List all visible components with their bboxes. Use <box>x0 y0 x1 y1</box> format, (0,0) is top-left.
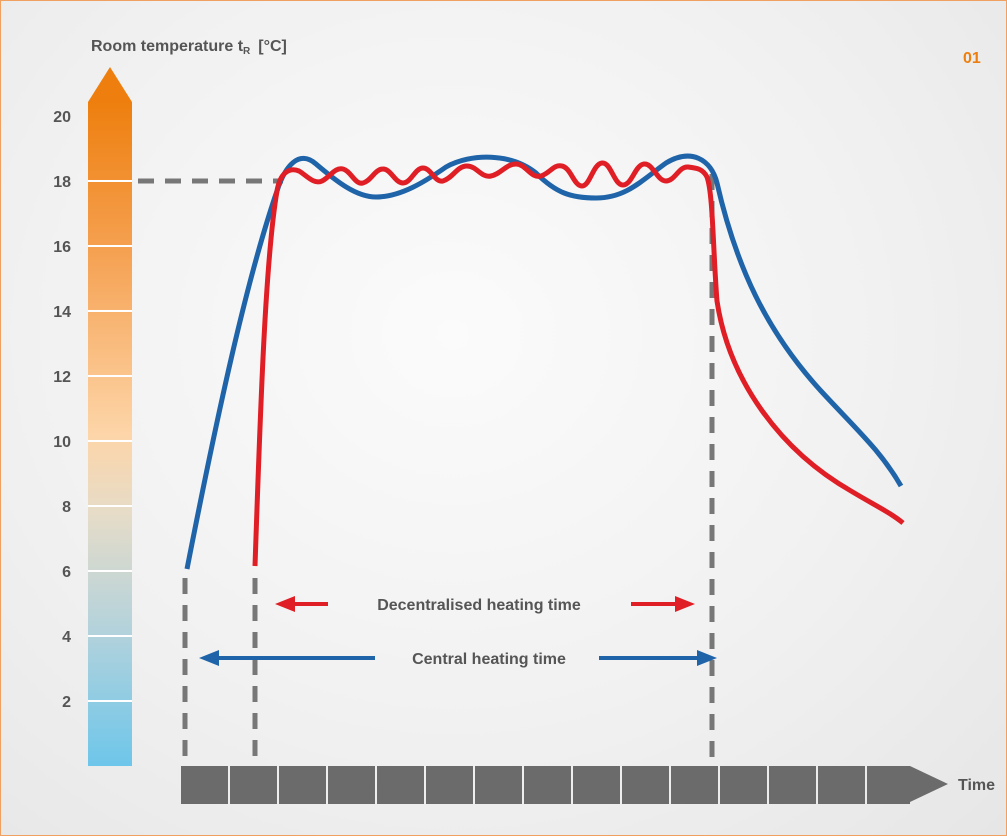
time-axis-segment <box>720 766 767 804</box>
decentral-arrow-right-head <box>675 596 695 612</box>
x-axis-label: Time <box>958 777 995 794</box>
time-axis-bar <box>181 766 910 804</box>
central-heating-curve <box>184 153 904 570</box>
time-axis-segment <box>377 766 424 804</box>
time-axis-segment <box>818 766 865 804</box>
time-axis-segment <box>279 766 326 804</box>
central-arrow-left-head <box>199 650 219 666</box>
time-axis-arrow-head <box>910 766 948 802</box>
time-axis-segment <box>867 766 910 804</box>
decentral-annotation: Decentralised heating time <box>377 597 581 614</box>
y-tick-labels: 2 4 6 8 10 12 14 16 18 20 <box>53 109 71 711</box>
y-tick-label: 10 <box>53 434 71 451</box>
y-tick-label: 18 <box>53 174 71 191</box>
time-axis-segment <box>573 766 620 804</box>
y-tick-label: 12 <box>53 369 71 386</box>
time-axis-segment <box>475 766 522 804</box>
y-tick-label: 2 <box>62 694 71 711</box>
central-annotation: Central heating time <box>412 651 566 668</box>
scale-arrow-head <box>88 67 132 102</box>
time-axis-segment <box>328 766 375 804</box>
time-axis-segment <box>671 766 718 804</box>
y-tick-label: 6 <box>62 564 71 581</box>
scale-divider-lines <box>88 180 132 702</box>
y-axis-label: Room temperature tR [°C] <box>91 38 287 57</box>
time-axis-segment <box>622 766 669 804</box>
y-tick-label: 16 <box>53 239 71 256</box>
y-tick-label: 20 <box>53 109 71 126</box>
y-tick-label: 4 <box>62 629 71 646</box>
time-axis-segment <box>181 766 228 804</box>
time-axis-segment <box>769 766 816 804</box>
time-axis-segment <box>524 766 571 804</box>
y-tick-label: 14 <box>53 304 71 321</box>
central-arrow-right-head <box>697 650 717 666</box>
y-tick-label: 8 <box>62 499 71 516</box>
time-axis-segment <box>426 766 473 804</box>
decentralised-heating-curve <box>252 160 905 567</box>
time-axis-segment <box>230 766 277 804</box>
temperature-scale-bar <box>88 102 132 766</box>
decentral-arrow-left-head <box>275 596 295 612</box>
figure-number: 01 <box>963 50 981 67</box>
